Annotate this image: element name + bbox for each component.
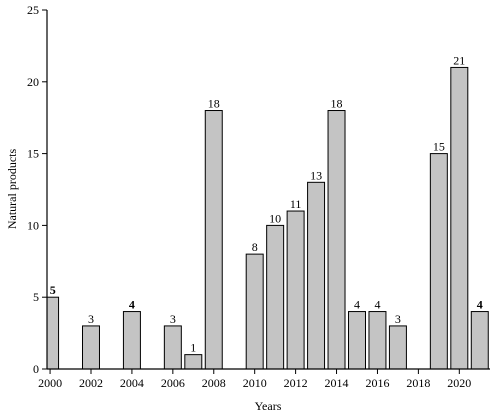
x-tick-label-2006: 2006	[161, 376, 185, 390]
bar-2016	[368, 311, 387, 370]
bar-2012	[286, 210, 305, 370]
bar-2008	[204, 110, 223, 370]
bar-2011	[266, 224, 285, 370]
x-tick-label-2000: 2000	[38, 376, 62, 390]
bar-2019	[429, 153, 448, 370]
bar-2006	[163, 325, 182, 370]
data-label-2011: 10	[269, 211, 281, 225]
y-tick-label-15: 15	[27, 147, 39, 161]
data-label-2008: 18	[208, 97, 220, 111]
data-label-2010: 8	[252, 240, 258, 254]
data-label-2015: 4	[354, 298, 360, 312]
x-tick-label-2012: 2012	[284, 376, 308, 390]
data-label-2019: 15	[433, 140, 445, 154]
x-tick-label-2008: 2008	[202, 376, 226, 390]
bar-2013	[307, 181, 326, 370]
data-label-2000: 5	[50, 283, 56, 297]
data-label-2020: 21	[453, 53, 465, 67]
data-label-2004: 4	[129, 298, 135, 312]
bar-2015	[348, 311, 366, 370]
x-tick-label-2002: 2002	[79, 376, 103, 390]
data-label-2012: 11	[290, 197, 302, 211]
data-label-2002: 3	[88, 312, 94, 326]
data-label-2021: 4	[477, 298, 483, 312]
bar-2017	[388, 325, 407, 370]
bar-2010	[245, 253, 264, 370]
y-tick-label-0: 0	[33, 362, 39, 376]
bar-2000	[46, 296, 60, 370]
bar-2021	[470, 311, 489, 370]
x-tick-label-2016: 2016	[365, 376, 389, 390]
y-axis-title: Natural products	[5, 149, 19, 230]
bar-2004	[122, 311, 141, 370]
data-label-2006: 3	[170, 312, 176, 326]
bar-2007	[184, 354, 203, 370]
x-axis-title: Years	[255, 399, 282, 413]
x-tick-label-2004: 2004	[120, 376, 144, 390]
x-tick-label-2010: 2010	[243, 376, 267, 390]
y-tick-label-5: 5	[33, 290, 39, 304]
y-tick-label-25: 25	[27, 3, 39, 17]
data-label-2017: 3	[395, 312, 401, 326]
data-label-2013: 13	[310, 168, 322, 182]
x-tick-label-2020: 2020	[447, 376, 471, 390]
data-label-2016: 4	[374, 298, 380, 312]
bar-2020	[450, 66, 469, 370]
x-tick-label-2014: 2014	[325, 376, 349, 390]
data-label-2014: 18	[331, 97, 343, 111]
y-tick-label-20: 20	[27, 75, 39, 89]
data-label-2007: 1	[190, 341, 196, 355]
bar-2014	[327, 110, 346, 370]
bar-2002	[82, 325, 100, 370]
bars-layer	[46, 66, 489, 370]
x-tick-label-2018: 2018	[406, 376, 430, 390]
y-tick-label-10: 10	[27, 218, 39, 232]
